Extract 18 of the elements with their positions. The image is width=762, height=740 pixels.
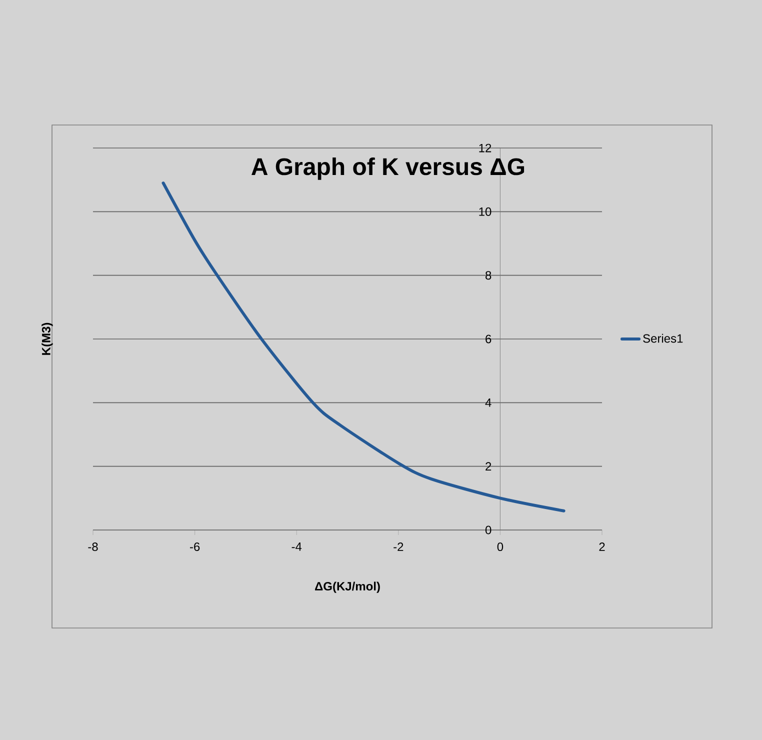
y-tick-label: 4: [485, 398, 492, 407]
x-tick-label: -6: [190, 542, 200, 552]
line-series: [162, 182, 566, 512]
y-axis-title: K(M3): [42, 322, 53, 355]
x-axis-title: ΔG(KJ/mol): [315, 582, 380, 593]
y-tick-label: 6: [486, 334, 492, 344]
x-tick-label: -8: [88, 542, 98, 552]
x-tick-label: -2: [394, 542, 404, 551]
legend-label: Series1: [643, 334, 683, 343]
y-tick-label: 8: [486, 271, 492, 280]
y-tick-label: 12: [479, 144, 492, 152]
y-tick-label: 2: [486, 462, 492, 471]
x-tick-label: -4: [292, 542, 302, 551]
x-tick-label: 0: [497, 542, 504, 552]
y-tick-label: 0: [485, 526, 492, 534]
chart-title: A Graph of K versus ΔG: [252, 158, 524, 180]
x-tick-label: 2: [599, 542, 605, 551]
y-tick-label: 10: [479, 207, 492, 216]
